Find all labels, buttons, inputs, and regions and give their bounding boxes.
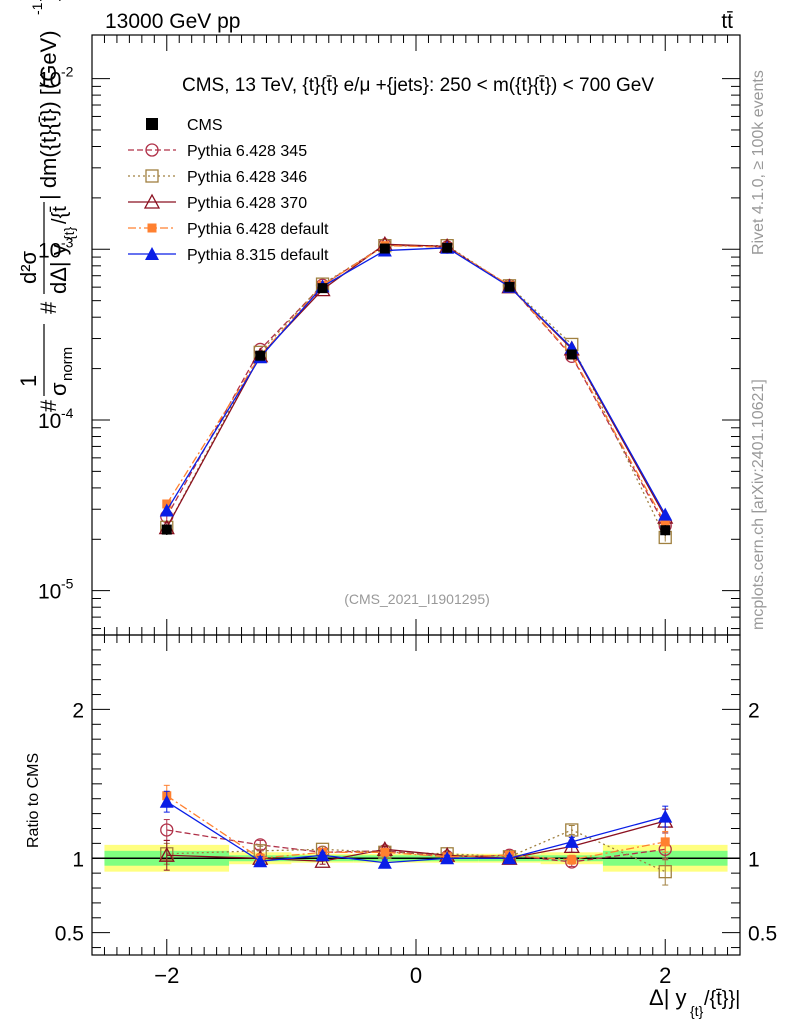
- cms-data-point: [161, 524, 172, 535]
- y-axis-label-one: 1: [16, 375, 41, 387]
- y-axis-label-dm: | dm({t}{t̄}) [(GeV): [36, 30, 61, 200]
- legend-label: Pythia 8.315 default: [187, 247, 329, 264]
- series-4-point: [159, 503, 174, 517]
- ratio-plot-frame: [91, 634, 741, 956]
- legend-marker: [145, 247, 159, 260]
- y-axis-label: # 1 σ norm # d²σ dΔ| y {t} /{t̄ | dm({t}…: [16, 0, 77, 412]
- legend-marker: [145, 143, 159, 157]
- series-4-ratio-point: [377, 855, 392, 869]
- series-1-line: [166, 245, 666, 538]
- cms-data-point: [566, 349, 577, 360]
- energy-label: 13000 GeV pp: [105, 10, 240, 33]
- series-4-ratio-line: [166, 801, 666, 864]
- series-3-ratio-point: [567, 855, 577, 865]
- y-tick-label-base: 10: [38, 410, 61, 433]
- series-4-ratio-point: [315, 848, 330, 862]
- x-axis-label-sub: {t}: [690, 1003, 704, 1019]
- series-2-ratio-point: [158, 846, 175, 862]
- series-3-point: [660, 518, 670, 528]
- ratio-tick-label: 1: [72, 848, 84, 871]
- cms-data-point: [442, 242, 453, 253]
- y-axis-label-hash2: #: [36, 301, 61, 314]
- ratio-tick-label: 0.5: [55, 923, 84, 946]
- legend-marker: [146, 118, 158, 130]
- rivet-label: Rivet 4.1.0, ≥ 100k events: [750, 70, 767, 255]
- legend-label: Pythia 6.428 370: [187, 195, 307, 212]
- mcplots-label: mcplots.cern.ch [arXiv:2401.10621]: [750, 379, 767, 630]
- series-3-line: [166, 245, 666, 524]
- x-tick-label: 0: [410, 963, 422, 988]
- series-4-point: [658, 507, 673, 521]
- y-axis-label-slash-t: /{t̄: [49, 206, 71, 224]
- series-1-ratio-point: [658, 865, 672, 879]
- y-tick-label-exponent: -4: [61, 405, 74, 421]
- x-tick-label: 2: [659, 963, 671, 988]
- y-axis-label-norm: norm: [59, 347, 76, 381]
- legend-label: Pythia 6.428 345: [187, 143, 307, 160]
- ratio-tick-label-right: 0.5: [748, 923, 777, 946]
- cms-uncertainty-bands: [92, 844, 740, 872]
- cms-data-point: [660, 525, 671, 536]
- legend-marker: [145, 169, 159, 183]
- series-4-ratio-point: [440, 851, 455, 865]
- series-0-line: [166, 244, 666, 527]
- y-axis-label-hash1: #: [36, 399, 61, 412]
- legend: CMS Pythia 6.428 345 Pythia 6.428 346 Pythi…: [128, 117, 329, 264]
- legend-marker: [143, 193, 161, 209]
- process-label: tt̄: [721, 10, 733, 33]
- y-axis-label-ddelta: dΔ| y: [46, 244, 71, 294]
- y-tick-label-exponent: -5: [61, 576, 74, 592]
- series-4-ratio-point: [564, 834, 579, 848]
- ratio-tick-label-right: 2: [748, 699, 760, 722]
- y-tick-label-base: 10: [38, 69, 61, 92]
- y-axis-label-sigma: σ: [46, 382, 71, 396]
- x-axis-label: Δ| y {t} /{t̄}}|: [649, 985, 740, 1019]
- legend-label: Pythia 6.428 default: [187, 221, 329, 238]
- series-4-ratio-point: [658, 809, 673, 823]
- series-4-line: [166, 247, 666, 515]
- legend-label: CMS: [187, 117, 223, 134]
- series-4-ratio-point: [159, 794, 174, 808]
- series-0-ratio-point: [160, 823, 174, 837]
- series-4-ratio-point: [502, 851, 517, 865]
- series-3-ratio-line: [166, 795, 666, 861]
- series-4-ratio-point: [253, 854, 268, 868]
- cms-data-point: [379, 243, 390, 254]
- y-axis-label-d2sigma: d²σ: [16, 250, 41, 284]
- ratio-tick-label: 2: [72, 699, 84, 722]
- x-tick-label: −2: [154, 963, 179, 988]
- axis-ticks: −2 0 210-210-310-410 -50.5 0.51 12 2: [38, 35, 777, 988]
- y-axis-label-exponent: -1: [29, 2, 45, 15]
- legend-label: Pythia 6.428 346: [187, 169, 307, 186]
- y-axis-label-close: ]: [36, 0, 61, 1]
- legend-marker: [147, 223, 157, 233]
- cms-data-point: [317, 283, 328, 294]
- series-layer: [158, 235, 674, 886]
- cms-data-point: [504, 281, 515, 292]
- y-tick-label-base: 10: [38, 581, 61, 604]
- x-axis-label-tail: /{t̄}}|: [704, 988, 740, 1010]
- y-tick-label-base: 10: [38, 239, 61, 262]
- ratio-tick-label-right: 1: [748, 848, 760, 871]
- chart-title: CMS, 13 TeV, {t}{t̄} e/μ +{jets}: 250 < …: [182, 75, 654, 96]
- series-0-ratio-line: [166, 829, 666, 863]
- series-2-ratio-line: [166, 820, 666, 862]
- series-3-ratio-point: [660, 837, 670, 847]
- cms-data-point: [255, 350, 266, 361]
- series-3-ratio-point: [380, 847, 390, 857]
- analysis-id: (CMS_2021_I1901295): [344, 591, 490, 607]
- y-axis-label-sub-t: {t}: [61, 226, 77, 240]
- x-axis-label-main: Δ| y: [649, 985, 687, 1010]
- y-tick-label-exponent: -3: [61, 234, 74, 250]
- ratio-axis-label: Ratio to CMS: [25, 753, 42, 848]
- y-tick-label-exponent: -2: [61, 64, 74, 80]
